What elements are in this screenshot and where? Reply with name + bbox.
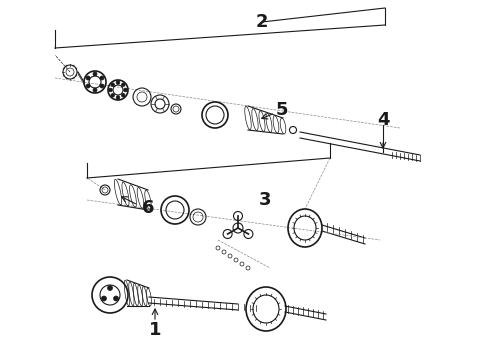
Circle shape: [86, 84, 90, 88]
Text: 1: 1: [149, 321, 161, 339]
Circle shape: [114, 296, 119, 301]
Circle shape: [101, 296, 106, 301]
Circle shape: [93, 88, 97, 92]
Circle shape: [93, 72, 97, 76]
Circle shape: [122, 83, 125, 86]
Circle shape: [86, 76, 90, 80]
Circle shape: [116, 81, 120, 84]
Text: 2: 2: [256, 13, 268, 31]
Circle shape: [100, 84, 104, 88]
Text: 3: 3: [259, 191, 271, 209]
Circle shape: [111, 83, 115, 86]
Circle shape: [111, 94, 115, 97]
Circle shape: [107, 285, 113, 291]
Circle shape: [109, 88, 112, 92]
Circle shape: [123, 88, 127, 92]
Text: 5: 5: [276, 101, 288, 119]
Text: 4: 4: [377, 111, 389, 129]
Text: 6: 6: [142, 199, 154, 217]
Circle shape: [116, 96, 120, 99]
Circle shape: [100, 76, 104, 80]
Circle shape: [122, 94, 125, 97]
